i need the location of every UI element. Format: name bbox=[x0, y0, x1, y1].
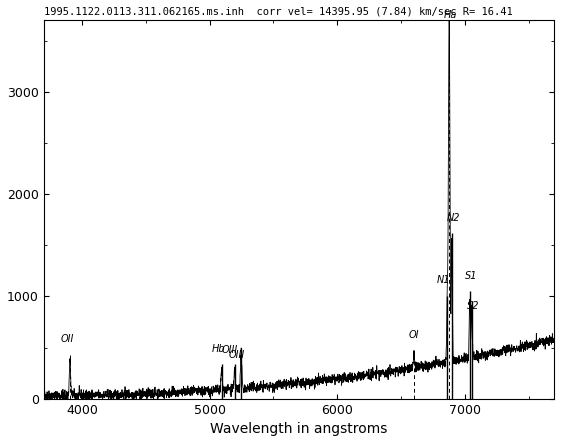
Text: 1995.1122.0113.311.062165.ms.inh  corr vel= 14395.95 (7.84) km/sec R= 16.41: 1995.1122.0113.311.062165.ms.inh corr ve… bbox=[44, 7, 512, 17]
Text: S2: S2 bbox=[467, 301, 479, 311]
Text: N2: N2 bbox=[447, 213, 460, 223]
Text: OI: OI bbox=[409, 330, 419, 340]
Text: Hb: Hb bbox=[212, 344, 226, 354]
X-axis label: Wavelength in angstroms: Wavelength in angstroms bbox=[210, 422, 388, 436]
Text: OIII: OIII bbox=[222, 346, 238, 355]
Text: N1: N1 bbox=[436, 276, 450, 285]
Text: Ha: Ha bbox=[444, 11, 457, 20]
Text: OIII: OIII bbox=[228, 350, 245, 360]
Text: S1: S1 bbox=[465, 271, 477, 281]
Text: OII: OII bbox=[61, 334, 74, 344]
